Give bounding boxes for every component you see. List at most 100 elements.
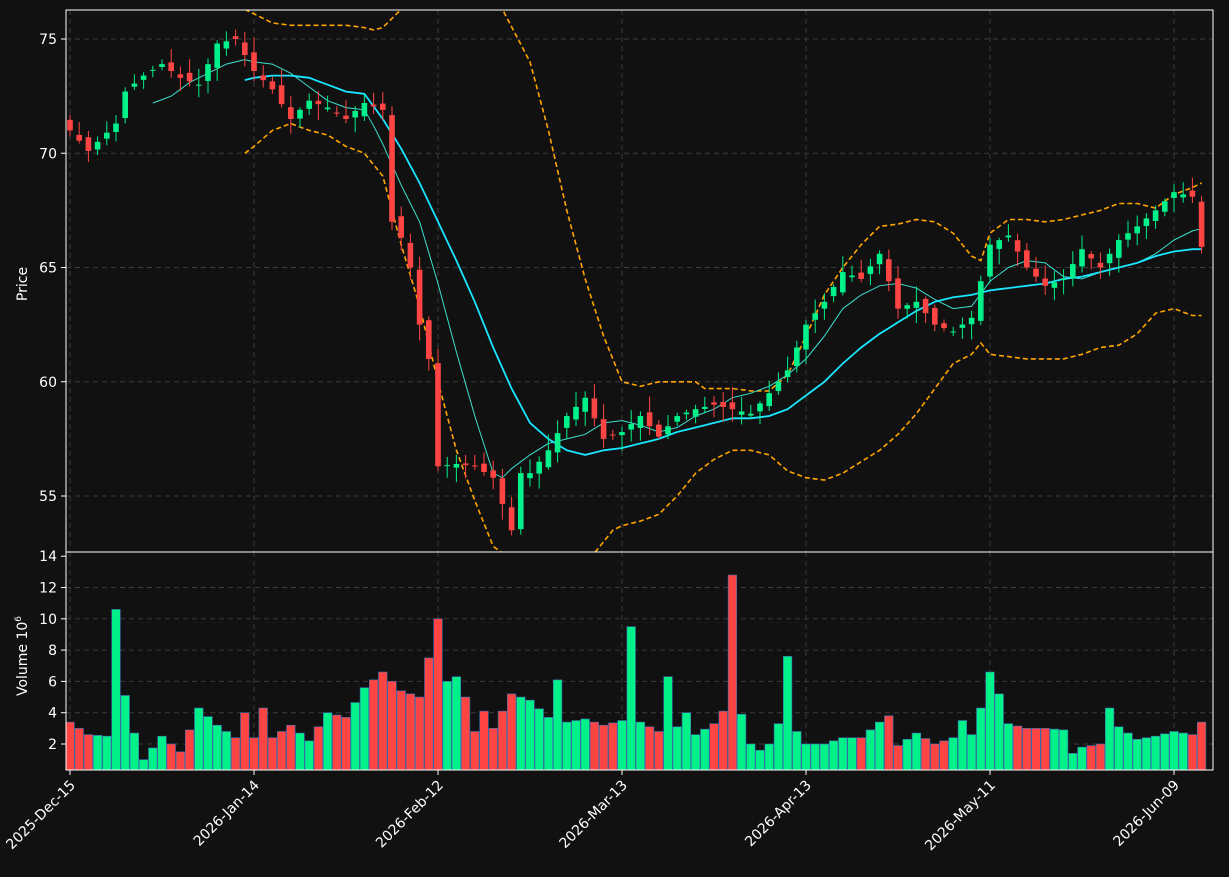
volume-bar <box>120 695 130 770</box>
volume-bar <box>1114 726 1124 770</box>
volume-bar <box>83 734 93 770</box>
volume-bar <box>525 699 535 770</box>
volume-bar <box>690 734 701 770</box>
volume-bar <box>773 723 783 770</box>
candle-body <box>996 240 1002 249</box>
volume-bar <box>497 710 508 770</box>
candle-body <box>1162 201 1168 212</box>
volume-bar <box>442 681 452 770</box>
candle-body <box>113 123 119 132</box>
candle-body <box>858 272 864 279</box>
volume-bar <box>819 743 829 770</box>
candle-body <box>518 473 524 530</box>
candle-body <box>76 134 82 141</box>
volume-bar <box>589 721 599 770</box>
candle-body <box>674 416 680 422</box>
price-axis-label: Price <box>15 267 31 301</box>
volume-bar <box>764 743 774 770</box>
volume-bar <box>727 574 737 770</box>
candle-body <box>361 102 368 117</box>
candle-body <box>987 244 993 277</box>
candle-body <box>738 411 745 415</box>
candle-body <box>904 305 910 309</box>
candle-body <box>352 110 358 118</box>
candle-body <box>1014 240 1021 252</box>
candle-body <box>306 100 312 109</box>
volume-bar <box>368 679 379 770</box>
candle-body <box>1143 218 1150 227</box>
candle-body <box>610 434 616 436</box>
candle-body <box>150 69 156 71</box>
volume-bar <box>1031 728 1041 770</box>
candle-body <box>1005 235 1012 238</box>
volume-bar <box>470 731 480 770</box>
volume-bar <box>479 710 489 770</box>
candle-body <box>803 324 809 350</box>
volume-bar <box>709 723 719 770</box>
volume-tick-label: 6 <box>48 674 57 690</box>
volume-bar <box>258 707 268 770</box>
candle-body <box>978 281 984 321</box>
volume-bar <box>276 731 287 770</box>
volume-bar <box>102 735 112 770</box>
volume-bar <box>387 681 397 770</box>
volume-bar <box>580 718 590 770</box>
candle-body <box>1033 268 1039 277</box>
volume-bar <box>240 712 250 770</box>
volume-bar <box>341 717 351 770</box>
candle-body <box>278 85 285 105</box>
candle-body <box>269 81 276 90</box>
candle-body <box>334 112 340 114</box>
volume-bar <box>378 671 388 770</box>
candle-body <box>416 269 423 325</box>
candle-body <box>177 74 184 78</box>
candle-body <box>94 141 101 150</box>
candle-body <box>1051 282 1058 288</box>
volume-bar <box>286 724 296 770</box>
candle-body <box>232 36 239 39</box>
volume-bar <box>957 720 967 770</box>
candle-body <box>895 278 901 309</box>
candle-body <box>922 298 929 314</box>
volume-bar <box>681 712 691 770</box>
candle-body <box>1116 240 1122 258</box>
candle-body <box>85 137 92 151</box>
volume-axis-label-exponent: 6 <box>14 616 24 622</box>
volume-bar <box>405 693 416 770</box>
volume-bar <box>304 740 314 770</box>
candle-body <box>1079 249 1085 267</box>
candle-body <box>591 398 598 419</box>
price-tick-label: 75 <box>39 32 57 48</box>
candle-body <box>720 401 726 407</box>
candle-body <box>619 432 625 436</box>
volume-bar <box>874 721 885 770</box>
candle-body <box>1171 192 1177 198</box>
candle-body <box>812 313 818 320</box>
volume-bar <box>893 745 903 770</box>
candle-body <box>766 393 772 407</box>
candle-body <box>104 132 110 139</box>
volume-bar <box>1132 739 1142 770</box>
volume-bar <box>1123 732 1133 770</box>
candle-body <box>757 403 763 412</box>
candle-body <box>830 286 837 297</box>
volume-bar <box>571 720 581 770</box>
volume-bar <box>865 729 875 770</box>
volume-bar <box>396 690 406 770</box>
candle-body <box>628 424 634 430</box>
price-tick-label: 70 <box>39 146 57 162</box>
volume-tick-label: 8 <box>48 643 57 659</box>
candle-body <box>941 323 947 329</box>
candle-body <box>582 397 588 412</box>
volume-bar <box>203 716 213 770</box>
candle-body <box>453 464 460 468</box>
candle-body <box>573 406 579 420</box>
candle-body <box>343 115 349 119</box>
candle-body <box>876 253 883 265</box>
candle-body <box>380 103 386 110</box>
volume-bar <box>166 743 176 770</box>
candle-body <box>665 426 671 435</box>
volume-bar <box>221 731 232 770</box>
volume-bar <box>976 707 986 770</box>
